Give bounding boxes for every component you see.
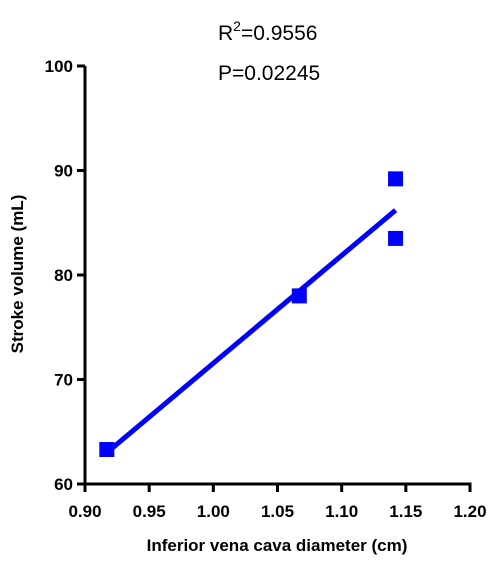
- r2-value: =0.9556: [241, 22, 318, 45]
- x-tick-label: 1.05: [261, 502, 294, 521]
- data-point: [291, 288, 307, 304]
- data-point: [388, 171, 404, 187]
- regression-line-group: [105, 208, 398, 455]
- y-axis-ticks: 60 70 80 90 100: [45, 57, 85, 494]
- x-tick-label: 1.10: [325, 502, 358, 521]
- p-value-annotation: P=0.02245: [218, 62, 320, 85]
- data-points: [99, 171, 404, 458]
- y-axis-title: Stroke volume (mL): [8, 195, 27, 354]
- x-axis-ticks: 0.90 0.95 1.00 1.05 1.10 1.15 1.20: [68, 484, 487, 521]
- y-tick-label: 70: [54, 371, 73, 390]
- x-tick-label: 1.20: [453, 502, 486, 521]
- x-tick-label: 0.90: [68, 502, 101, 521]
- x-tick-label: 1.00: [197, 502, 230, 521]
- r2-prefix: R: [218, 22, 233, 45]
- regression-line: [105, 208, 398, 455]
- x-tick-label: 1.15: [389, 502, 422, 521]
- y-tick-label: 80: [54, 266, 73, 285]
- r2-exponent: 2: [233, 18, 241, 34]
- data-point: [99, 442, 115, 458]
- annotation-block: R2=0.9556 P=0.02245: [218, 18, 320, 85]
- x-axis-title: Inferior vena cava diameter (cm): [147, 536, 408, 555]
- data-point: [388, 230, 404, 246]
- r-squared-annotation: R2=0.9556: [218, 18, 317, 45]
- y-tick-label: 100: [45, 57, 73, 76]
- y-tick-label: 60: [54, 475, 73, 494]
- y-tick-label: 90: [54, 162, 73, 181]
- x-tick-label: 0.95: [133, 502, 166, 521]
